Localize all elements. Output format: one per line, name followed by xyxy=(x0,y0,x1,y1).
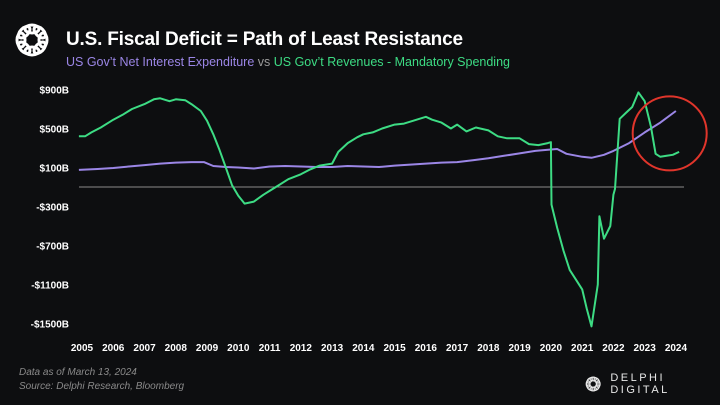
x-tick-label: 2021 xyxy=(571,343,594,354)
y-tick-label: -$1500B xyxy=(31,319,69,330)
y-axis: $900B $500B $100B -$300B -$700B -$1100B -$1500… xyxy=(31,85,69,330)
legend-vs: vs xyxy=(257,55,271,69)
x-tick-label: 2020 xyxy=(540,343,563,354)
chart-title: U.S. Fiscal Deficit = Path of Least Resi… xyxy=(66,29,463,50)
delphi-logo-small-icon xyxy=(585,376,601,392)
x-axis: 2005 2006 2007 2008 2009 2010 2011 2012 2013 2014… xyxy=(71,343,688,354)
y-tick-label: -$300B xyxy=(36,202,69,213)
x-tick-label: 2006 xyxy=(102,343,125,354)
x-tick-label: 2007 xyxy=(133,343,156,354)
x-tick-label: 2015 xyxy=(383,343,406,354)
y-tick-label: -$700B xyxy=(36,241,69,252)
x-tick-label: 2010 xyxy=(227,343,250,354)
x-tick-label: 2011 xyxy=(259,343,281,354)
x-tick-label: 2019 xyxy=(509,343,532,354)
y-tick-label: -$1100B xyxy=(31,280,69,291)
x-tick-label: 2018 xyxy=(477,343,500,354)
brand-mark: DELPHI DIGITAL xyxy=(584,372,720,396)
highlight-circle-annotation xyxy=(631,95,708,172)
brand-name: DELPHI DIGITAL xyxy=(610,372,670,396)
x-tick-label: 2009 xyxy=(196,343,219,354)
data-date-note: Data as of March 13, 2024 xyxy=(19,367,137,378)
x-tick-label: 2005 xyxy=(71,343,94,354)
x-tick-label: 2014 xyxy=(352,343,375,354)
x-tick-label: 2023 xyxy=(634,343,657,354)
series-line-revenues-minus-mandatory xyxy=(78,91,680,328)
x-tick-label: 2013 xyxy=(321,343,344,354)
y-tick-label: $900B xyxy=(40,85,69,96)
delphi-logo-icon xyxy=(15,23,49,57)
x-tick-label: 2024 xyxy=(665,343,688,354)
legend-interest-expenditure: US Gov’t Net Interest Expenditure xyxy=(66,55,255,69)
y-tick-label: $500B xyxy=(40,124,69,135)
chart-subtitle-legend: US Gov’t Net Interest Expenditure vs US … xyxy=(66,55,510,69)
x-tick-label: 2016 xyxy=(415,343,438,354)
y-tick-label: $100B xyxy=(40,163,69,174)
source-note: Source: Delphi Research, Bloomberg xyxy=(19,381,185,392)
x-tick-label: 2012 xyxy=(290,343,313,354)
x-tick-label: 2017 xyxy=(446,343,469,354)
legend-revenues-minus-mandatory: US Gov’t Revenues - Mandatory Spending xyxy=(273,55,510,69)
series-line-interest-expenditure xyxy=(78,110,677,171)
x-tick-label: 2022 xyxy=(602,343,625,354)
x-tick-label: 2008 xyxy=(165,343,188,354)
